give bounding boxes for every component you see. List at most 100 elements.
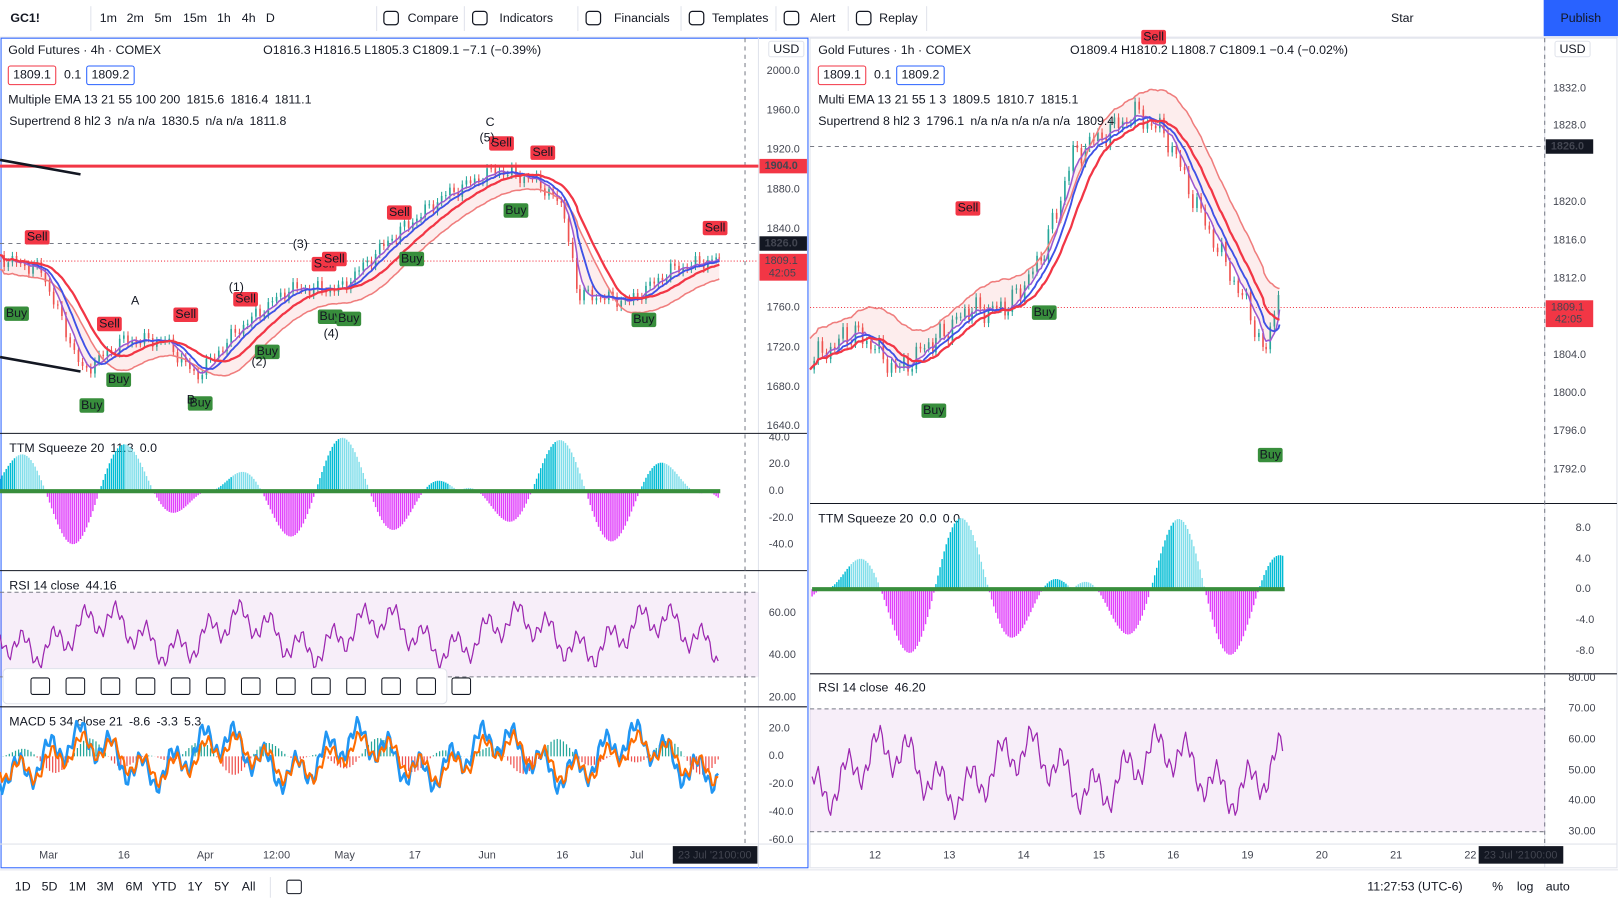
candle-body	[197, 370, 199, 380]
bid-box	[7, 65, 57, 86]
candle-body	[694, 256, 697, 266]
candle-body	[1059, 200, 1062, 219]
ttm-tick: 40.0	[769, 431, 790, 443]
range-button[interactable]: 5D	[42, 880, 58, 894]
toolbar-button[interactable]: Financials	[614, 11, 670, 25]
interval-button[interactable]: 1m	[100, 11, 117, 25]
interval-button[interactable]: 1h	[217, 11, 231, 25]
candle-body	[842, 327, 844, 339]
time-tick: 12:00	[263, 849, 290, 861]
candle-body	[234, 328, 237, 333]
toolbar-button[interactable]: Alert	[810, 11, 836, 25]
range-button[interactable]: 1Y	[187, 880, 202, 894]
candle-body	[718, 257, 721, 259]
candle-body	[674, 263, 676, 266]
time-tick: 15	[1093, 849, 1105, 861]
candle-body	[620, 300, 623, 307]
candle-body	[168, 338, 171, 341]
drawing-tool[interactable]	[135, 677, 156, 695]
date-range-icon[interactable]	[286, 879, 302, 895]
price-tick: 1812.0	[1553, 272, 1586, 284]
drawing-tool[interactable]	[381, 677, 401, 695]
candle-body	[1265, 346, 1267, 350]
range-button[interactable]: All	[242, 880, 256, 894]
candle-body	[403, 221, 406, 227]
signal-buy: Buy	[338, 311, 360, 325]
pane-title: RSI 14 close	[818, 681, 888, 695]
toolbar-button[interactable]: Replay	[879, 11, 918, 25]
symbol[interactable]: GC1!	[10, 11, 40, 25]
interval-button[interactable]: 4h	[242, 11, 256, 25]
range-button[interactable]: 6M	[126, 880, 143, 894]
drawing-tool[interactable]	[240, 677, 261, 695]
indicator-value: 1809.5	[952, 92, 990, 106]
indicator-value: n/a n/a n/a n/a n/a	[970, 114, 1070, 128]
drawing-tool[interactable]	[170, 677, 191, 695]
candle-body	[927, 342, 930, 349]
indicator-value: n/a n/a	[117, 114, 155, 128]
publish-button[interactable]	[1543, 0, 1618, 37]
star-button[interactable]: Star	[1391, 11, 1414, 25]
percent-toggle[interactable]: %	[1492, 880, 1503, 894]
interval-button[interactable]: 2m	[127, 11, 144, 25]
indicator-value: 1809.4	[1076, 114, 1114, 128]
candle-body	[387, 240, 389, 247]
drawing-tool[interactable]	[451, 677, 472, 695]
publish-label[interactable]: Publish	[1561, 11, 1602, 25]
range-button[interactable]: 3M	[97, 880, 114, 894]
drawing-tool[interactable]	[205, 677, 226, 695]
candle-body	[23, 262, 26, 266]
candle-body	[317, 281, 319, 288]
macd-tick: -20.0	[769, 778, 794, 790]
wave-label: (2)	[251, 354, 266, 368]
drawing-tool[interactable]	[65, 677, 86, 695]
ema-mid	[809, 116, 1281, 371]
countdown-tag: 42:05	[769, 267, 796, 279]
drawing-tool[interactable]	[100, 677, 121, 695]
drawing-tool[interactable]	[416, 677, 436, 695]
candle-body	[205, 358, 208, 375]
drawing-tool[interactable]	[276, 677, 296, 695]
signal-buy: Buy	[401, 251, 423, 265]
candle-body	[515, 166, 517, 175]
last-tag-bg	[1545, 300, 1594, 328]
candle-body	[857, 325, 860, 328]
candle-body	[603, 298, 606, 301]
drawing-tool[interactable]	[346, 677, 366, 695]
ohlc-values: O1816.3 H1816.5 L1805.3 C1809.1 −7.1 (−0…	[263, 43, 541, 57]
candle-body	[653, 281, 656, 284]
toolbar-button[interactable]: Templates	[712, 11, 768, 25]
pane-value: 44.16	[86, 578, 117, 592]
candle-body	[1134, 101, 1136, 124]
time-tag-bg	[672, 846, 758, 864]
candle-body	[567, 218, 570, 242]
range-button[interactable]: 5Y	[214, 880, 229, 894]
candle-body	[1040, 255, 1042, 261]
toolbar-button[interactable]: Indicators	[499, 11, 553, 25]
candle-body	[420, 216, 422, 219]
button-icon	[855, 10, 872, 26]
candle-body	[576, 257, 578, 289]
interval-button[interactable]: 15m	[183, 11, 207, 25]
interval-button[interactable]: D	[266, 11, 275, 25]
range-button[interactable]: 1M	[69, 880, 86, 894]
candle-body	[829, 346, 832, 360]
signal-buy-bg	[921, 403, 947, 418]
range-button[interactable]: YTD	[152, 880, 177, 894]
price-tick: 1720.0	[767, 342, 800, 354]
toolbar-button[interactable]: Compare	[408, 11, 459, 25]
candle-body	[833, 346, 836, 349]
interval-button[interactable]: 5m	[154, 11, 171, 25]
drawing-tool[interactable]	[30, 677, 51, 695]
crosshair-tag: 1826.0	[765, 237, 798, 249]
auto-toggle[interactable]: auto	[1546, 880, 1570, 894]
range-button[interactable]: 1D	[15, 880, 31, 894]
candle-body	[114, 352, 117, 354]
log-toggle[interactable]: log	[1517, 880, 1534, 894]
candle-body	[657, 277, 660, 284]
currency: USD	[1560, 42, 1586, 56]
candle-body	[7, 262, 10, 267]
indicator-name: Multi EMA 13 21 55 1 3	[818, 92, 946, 106]
drawing-tool[interactable]	[311, 677, 331, 695]
